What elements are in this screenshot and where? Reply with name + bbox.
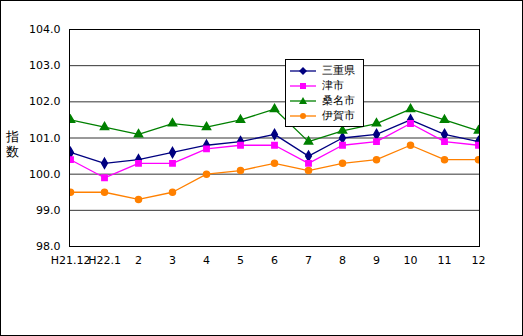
html-text:津市: 津市 [322,79,344,92]
svg-text:103.0: 103.0 [29,59,61,72]
svg-text:104.0: 104.0 [29,23,61,36]
svg-text:H22.1: H22.1 [88,254,121,267]
svg-text:98.0: 98.0 [36,240,61,253]
html-text:三重県: 三重県 [322,64,355,77]
svg-text:3: 3 [169,254,176,267]
svg-text:7: 7 [305,254,312,267]
svg-text:102.0: 102.0 [29,95,61,108]
svg-text:6: 6 [271,254,278,267]
svg-text:9: 9 [373,254,380,267]
svg-text:99.0: 99.0 [36,204,61,217]
svg-text:4: 4 [203,254,210,267]
html-text:伊賀市: 伊賀市 [322,109,355,122]
svg-text:100.0: 100.0 [29,168,61,181]
svg-text:2: 2 [135,254,142,267]
svg-text:101.0: 101.0 [29,132,61,145]
svg-text:12: 12 [472,254,486,267]
svg-text:5: 5 [237,254,244,267]
svg-text:8: 8 [339,254,346,267]
html-text:指数: 指数 [5,129,19,159]
svg-text:H21.12: H21.12 [51,254,91,267]
svg-text:10: 10 [404,254,418,267]
html-text:桑名市: 桑名市 [322,94,355,107]
svg-text:11: 11 [438,254,452,267]
